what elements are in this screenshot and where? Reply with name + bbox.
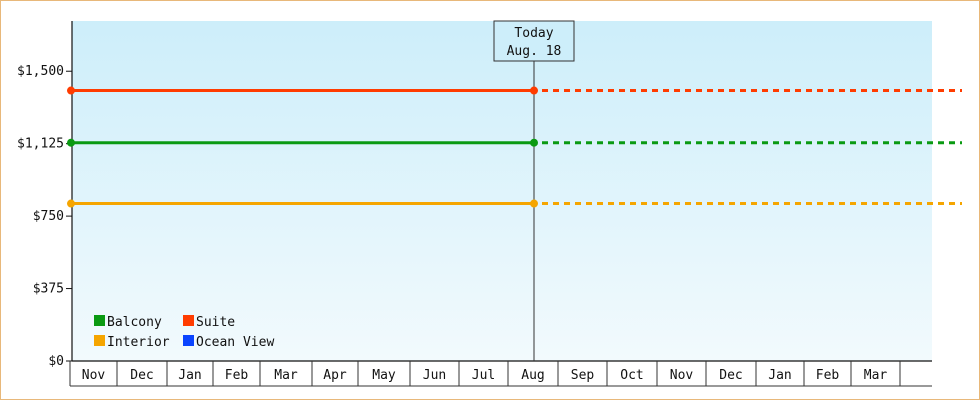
legend-label-ocean-view: Ocean View (196, 335, 274, 350)
month-label: Dec (719, 368, 742, 383)
plot-area (72, 21, 932, 361)
series-point-today-interior (530, 199, 538, 208)
legend-label-balcony: Balcony (107, 315, 162, 330)
today-label: Today (514, 26, 553, 41)
y-tick-label: $0 (48, 354, 64, 369)
month-label: Sep (571, 368, 595, 383)
today-date: Aug. 18 (507, 44, 562, 59)
month-label: Oct (620, 368, 643, 383)
y-tick-label: $1,500 (17, 64, 64, 79)
legend-label-suite: Suite (196, 315, 235, 330)
y-tick-label: $375 (33, 282, 64, 297)
legend-swatch-interior (94, 335, 105, 346)
series-point-start-interior (67, 199, 75, 208)
legend-swatch-balcony (94, 315, 105, 326)
y-tick-label: $750 (33, 209, 64, 224)
legend-swatch-suite (183, 315, 194, 326)
month-label: Jan (178, 368, 201, 383)
legend-swatch-ocean-view (183, 335, 194, 346)
series-point-start-suite (67, 86, 75, 95)
legend-label-interior: Interior (107, 335, 170, 350)
month-label: Feb (816, 368, 840, 383)
y-tick-label: $1,125 (17, 137, 64, 152)
month-label: Aug (521, 368, 544, 383)
month-label: Jun (423, 368, 446, 383)
month-label: Nov (82, 368, 106, 383)
month-label: Nov (670, 368, 694, 383)
month-label: Mar (274, 368, 298, 383)
month-label: Jan (768, 368, 791, 383)
month-label: Mar (864, 368, 888, 383)
month-label: Feb (225, 368, 249, 383)
month-label: Jul (472, 368, 495, 383)
month-label: May (372, 368, 396, 383)
series-point-start-balcony (67, 138, 75, 147)
today-box (493, 20, 575, 62)
month-label: Apr (323, 368, 347, 383)
month-label: Dec (130, 368, 153, 383)
series-point-today-suite (530, 86, 538, 95)
series-point-today-balcony (530, 138, 538, 147)
